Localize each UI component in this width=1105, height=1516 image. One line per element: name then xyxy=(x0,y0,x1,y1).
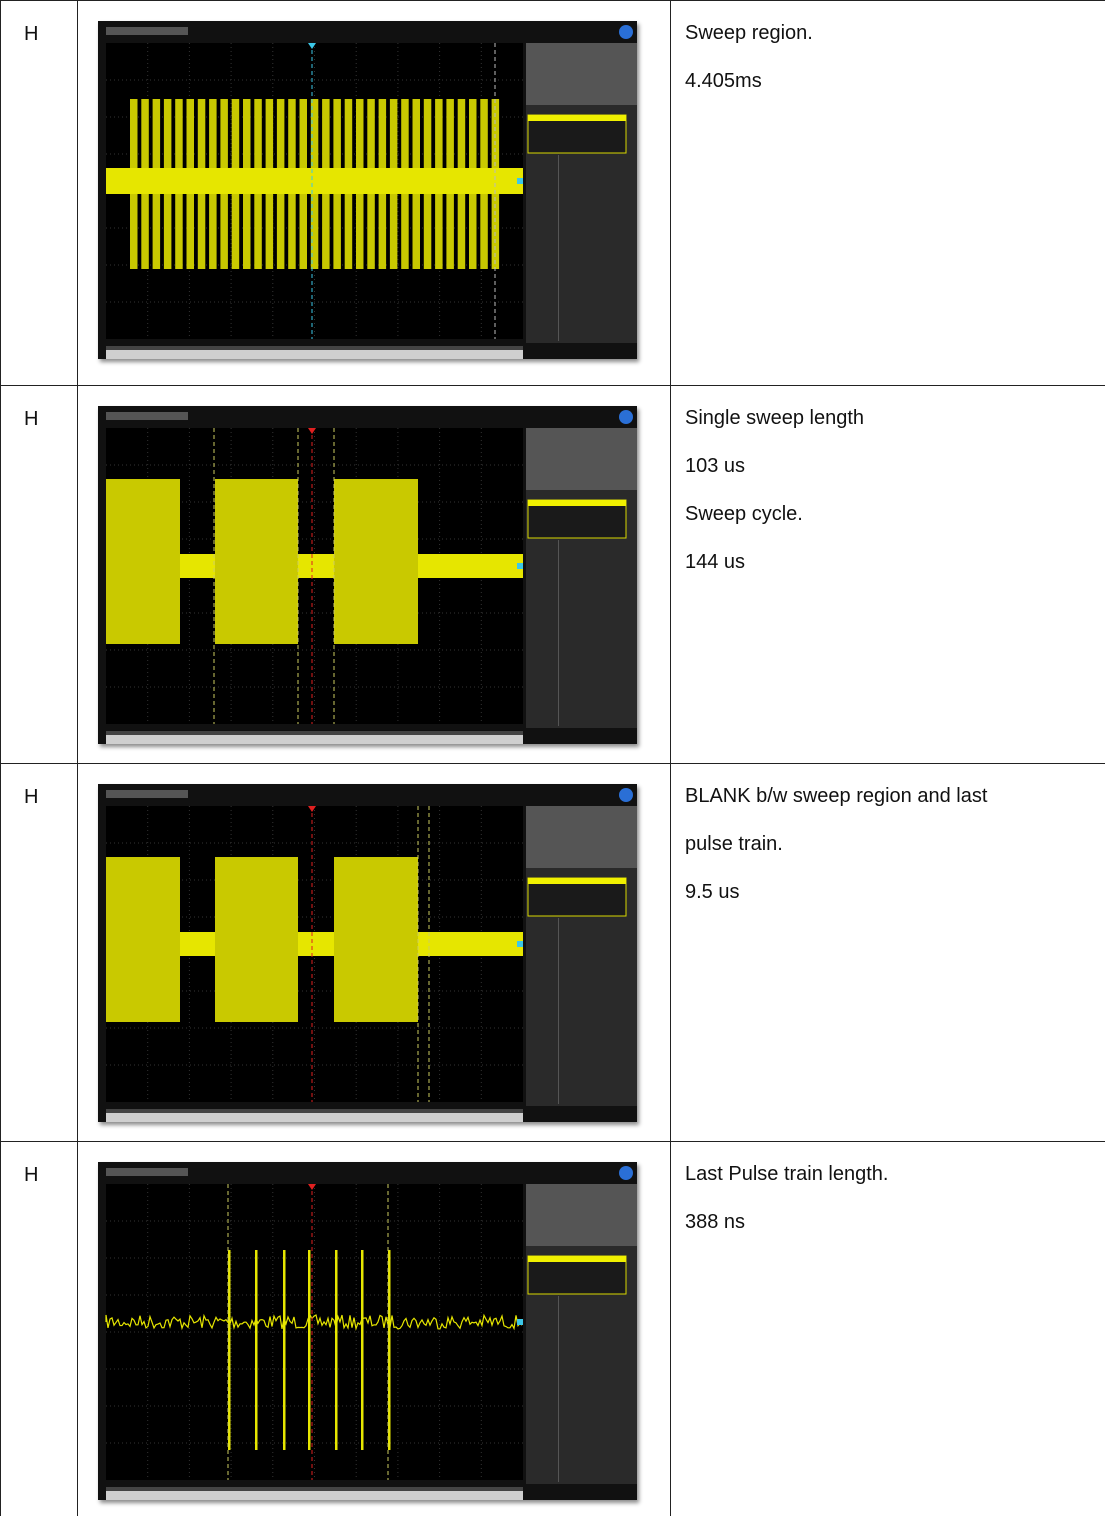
toolbar xyxy=(106,1168,188,1176)
description-line: 103 us xyxy=(685,454,1095,502)
side-panel-header xyxy=(526,428,637,490)
level-marker xyxy=(517,178,523,184)
description-line: 9.5 us xyxy=(685,880,1095,928)
description-line: Sweep region. xyxy=(685,21,1095,69)
oscilloscope-screenshot xyxy=(98,1162,637,1500)
channel-box-title xyxy=(528,500,626,506)
column-border xyxy=(0,1142,1,1516)
description: Last Pulse train length.388 ns xyxy=(685,1162,1095,1258)
column-border xyxy=(0,1,1,385)
column-border xyxy=(77,1142,78,1516)
logo xyxy=(619,25,633,39)
row-label: H xyxy=(24,786,38,809)
column-border xyxy=(670,764,671,1141)
level-marker xyxy=(517,1319,523,1325)
oscilloscope-screenshot xyxy=(98,21,637,359)
side-panel-header xyxy=(526,806,637,868)
side-panel-header xyxy=(526,1184,637,1246)
pulse xyxy=(308,1250,311,1450)
description-line: pulse train. xyxy=(685,832,1095,880)
column-border xyxy=(0,764,1,1141)
level-marker xyxy=(517,563,523,569)
toolbar xyxy=(106,27,188,35)
channel-box-title xyxy=(528,115,626,121)
description: Sweep region.4.405ms xyxy=(685,21,1095,117)
toolbar xyxy=(106,790,188,798)
burst xyxy=(215,857,298,1022)
measure-bar-head xyxy=(106,731,523,735)
pulse xyxy=(388,1250,391,1450)
burst xyxy=(215,479,298,644)
burst xyxy=(106,479,180,644)
toolbar xyxy=(106,412,188,420)
logo xyxy=(619,1166,633,1180)
pulse xyxy=(255,1250,258,1450)
trace-band xyxy=(106,168,523,194)
column-border xyxy=(670,386,671,763)
logo xyxy=(619,410,633,424)
table-row: H Last Pulse train length.388 ns xyxy=(0,1141,1105,1516)
burst xyxy=(106,857,180,1022)
side-divider xyxy=(558,1296,559,1482)
description-line: BLANK b/w sweep region and last xyxy=(685,784,1095,832)
column-border xyxy=(670,1142,671,1516)
table-row: H Sweep region.4.405ms xyxy=(0,0,1105,385)
pulse xyxy=(228,1250,231,1450)
measure-bar-head xyxy=(106,1109,523,1113)
description-line: Single sweep length xyxy=(685,406,1095,454)
row-label: H xyxy=(24,1164,38,1187)
channel-box-title xyxy=(528,878,626,884)
description-line: Last Pulse train length. xyxy=(685,1162,1095,1210)
description-line: 144 us xyxy=(685,550,1095,598)
column-border xyxy=(0,386,1,763)
description-line: 388 ns xyxy=(685,1210,1095,1258)
row-label: H xyxy=(24,408,38,431)
description-line: 4.405ms xyxy=(685,69,1095,117)
measure-bar-head xyxy=(106,1487,523,1491)
pulse xyxy=(361,1250,364,1450)
column-border xyxy=(77,1,78,385)
pulse xyxy=(335,1250,338,1450)
document-page: H Sweep region.4.405ms H Single sweep lengt… xyxy=(0,0,1105,1516)
side-panel-header xyxy=(526,43,637,105)
pulse xyxy=(283,1250,286,1450)
column-border xyxy=(77,386,78,763)
description-line: Sweep cycle. xyxy=(685,502,1095,550)
burst xyxy=(334,479,418,644)
level-marker xyxy=(517,941,523,947)
column-border xyxy=(670,1,671,385)
column-border xyxy=(77,764,78,1141)
oscilloscope-screenshot xyxy=(98,784,637,1122)
measure-bar-head xyxy=(106,346,523,350)
side-divider xyxy=(558,155,559,341)
row-label: H xyxy=(24,23,38,46)
channel-box-title xyxy=(528,1256,626,1262)
burst xyxy=(334,857,418,1022)
side-divider xyxy=(558,918,559,1104)
side-divider xyxy=(558,540,559,726)
logo xyxy=(619,788,633,802)
oscilloscope-screenshot xyxy=(98,406,637,744)
